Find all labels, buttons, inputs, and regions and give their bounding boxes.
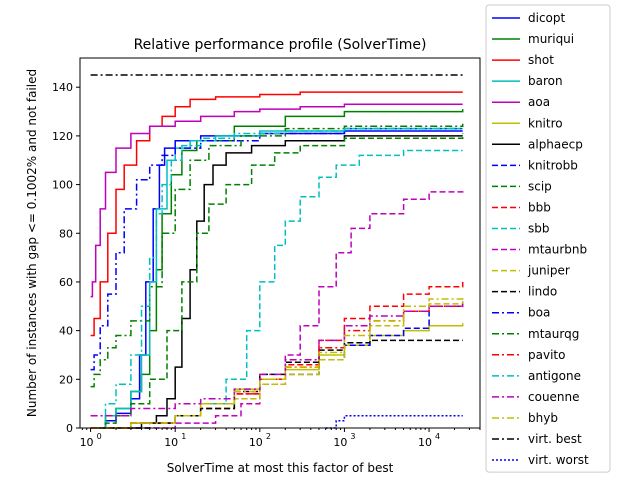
x-axis-label: SolverTime at most this factor of best <box>167 461 394 475</box>
legend-label: bhyb <box>528 411 558 425</box>
y-tick-label: 0 <box>66 422 73 435</box>
series-line <box>90 103 463 298</box>
legend-label: virt. worst <box>528 453 589 467</box>
series-line <box>90 123 464 388</box>
y-tick-label: 140 <box>52 81 73 94</box>
y-axis-label: Number of instances with gap <= 0.1002% … <box>25 69 39 417</box>
x-tick-label: 10 <box>333 436 347 449</box>
legend-label: mtaurbnb <box>528 243 587 257</box>
legend-label: shot <box>528 53 554 67</box>
x-tick-label: 10 <box>164 436 178 449</box>
legend-label: knitro <box>528 116 563 130</box>
legend-label: scip <box>528 179 552 193</box>
legend-label: couenne <box>528 390 580 404</box>
x-tick-exponent: 4 <box>435 432 440 441</box>
x-tick-label: 10 <box>80 436 94 449</box>
legend-label: pavito <box>528 348 565 362</box>
series-line <box>90 296 464 429</box>
x-tick-label: 10 <box>418 436 432 449</box>
x-tick-exponent: 2 <box>266 432 271 441</box>
series-line <box>90 189 464 429</box>
y-tick-label: 120 <box>52 130 73 143</box>
legend-label: aoa <box>528 95 550 109</box>
legend-label: sbb <box>528 222 550 236</box>
x-tick-exponent: 0 <box>97 432 102 441</box>
x-tick-exponent: 1 <box>181 432 186 441</box>
legend-label: antigone <box>528 369 581 383</box>
series-line <box>90 303 464 417</box>
legend-label: muriqui <box>528 32 574 46</box>
y-tick-label: 100 <box>52 179 73 192</box>
legend: dicopt muriqui shot baron aoa knitro alphaecp k… <box>485 4 611 473</box>
y-tick-label: 60 <box>59 276 73 289</box>
legend-label: dicopt <box>528 11 566 25</box>
legend-label: boa <box>528 306 550 320</box>
series-line <box>90 127 463 429</box>
legend-label: lindo <box>528 285 557 299</box>
series-layer <box>90 74 464 429</box>
x-tick-exponent: 3 <box>350 432 355 441</box>
y-tick-label: 20 <box>59 373 73 386</box>
y-tick-label: 40 <box>59 325 73 338</box>
chart-title: Relative performance profile (SolverTime… <box>134 37 427 53</box>
legend-label: baron <box>528 74 563 88</box>
series-line <box>90 127 463 417</box>
y-tick-label: 80 <box>59 227 73 240</box>
legend-label: juniper <box>527 264 570 278</box>
legend-label: virt. best <box>528 432 582 446</box>
plot-frame <box>79 57 481 429</box>
legend-label: alphaecp <box>528 137 583 151</box>
x-tick-label: 10 <box>249 436 263 449</box>
series-line <box>90 126 464 371</box>
legend-label: knitrobb <box>528 158 578 172</box>
legend-label: mtaurqg <box>528 327 579 341</box>
legend-label: bbb <box>528 200 551 214</box>
